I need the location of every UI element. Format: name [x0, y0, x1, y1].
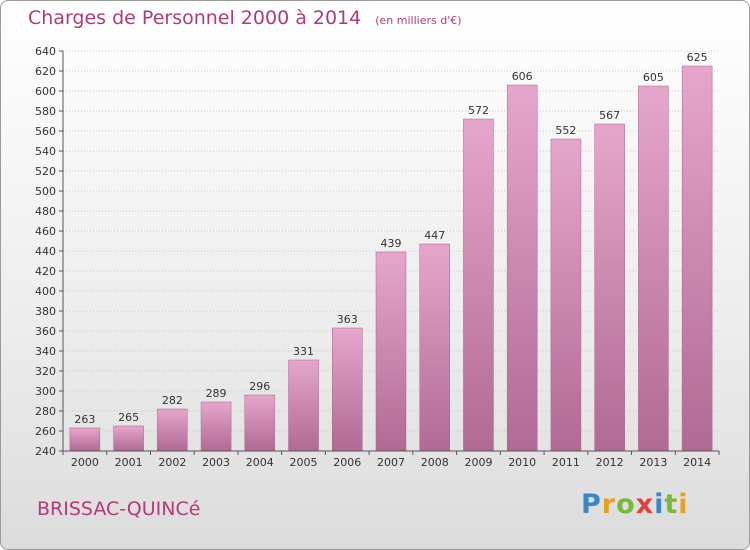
bar-2006	[332, 327, 363, 452]
bar-2003	[200, 401, 232, 452]
y-tick-label: 360	[35, 325, 56, 338]
bar-2009	[463, 118, 494, 452]
data-label-2013: 605	[643, 71, 664, 84]
bar-2002	[157, 408, 188, 452]
data-label-2001: 265	[118, 411, 139, 424]
y-tick-label: 560	[35, 125, 56, 138]
y-tick-label: 540	[35, 145, 56, 158]
bar-2008	[419, 243, 450, 452]
data-label-2005: 331	[293, 345, 314, 358]
y-tick-label: 460	[35, 225, 56, 238]
logo-letter: i	[678, 489, 689, 520]
y-tick-label: 440	[35, 245, 56, 258]
data-label-2008: 447	[424, 229, 445, 242]
logo-letter: P	[581, 489, 602, 520]
logo-letter: i	[654, 489, 665, 520]
y-tick-label: 500	[35, 185, 56, 198]
data-label-2006: 363	[337, 313, 358, 326]
x-tick-label-2000: 2000	[71, 456, 99, 469]
x-tick-label-2008: 2008	[421, 456, 449, 469]
bar-2012	[594, 123, 625, 452]
y-tick-label: 260	[35, 425, 56, 438]
y-tick-label: 240	[35, 445, 56, 458]
data-label-2007: 439	[381, 237, 402, 250]
x-tick-label-2003: 2003	[202, 456, 230, 469]
x-tick-label-2007: 2007	[377, 456, 405, 469]
y-tick-label: 300	[35, 385, 56, 398]
title-row: Charges de Personnel 2000 à 2014 (en mill…	[28, 7, 462, 29]
data-label-2002: 282	[162, 394, 183, 407]
data-label-2012: 567	[599, 109, 620, 122]
y-tick-label: 580	[35, 105, 56, 118]
y-tick-label: 600	[35, 85, 56, 98]
data-label-2003: 289	[206, 387, 227, 400]
y-tick-label: 640	[35, 45, 56, 58]
x-tick-label-2005: 2005	[290, 456, 318, 469]
x-tick-label-2010: 2010	[508, 456, 536, 469]
y-tick-label: 520	[35, 165, 56, 178]
bar-2014	[681, 65, 713, 452]
x-tick-label-2006: 2006	[333, 456, 361, 469]
label-layer: 263 265 282 289 296 331 363 439 447 572 606 552 567 6…	[74, 51, 707, 426]
bar-2010	[506, 84, 538, 452]
y-tick-label: 340	[35, 345, 56, 358]
x-tick-label-2013: 2013	[639, 456, 667, 469]
x-tick-label-2014: 2014	[683, 456, 711, 469]
commune-name: BRISSAC-QUINCé	[37, 498, 201, 520]
bar-2001	[113, 425, 144, 452]
y-tick-label: 480	[35, 205, 56, 218]
x-tick-label-2004: 2004	[246, 456, 274, 469]
y-tick-label: 280	[35, 405, 56, 418]
y-tick-label: 420	[35, 265, 56, 278]
data-label-2010: 606	[512, 70, 533, 83]
logo-letter: x	[635, 489, 655, 520]
x-tick-label-2011: 2011	[552, 456, 580, 469]
chart-subtitle: (en milliers d'€)	[375, 14, 462, 27]
data-label-2004: 296	[249, 380, 270, 393]
data-label-2009: 572	[468, 104, 489, 117]
bar-2004	[244, 394, 276, 452]
x-tick-label-2001: 2001	[115, 456, 143, 469]
data-label-2014: 625	[687, 51, 708, 64]
bar-2005	[288, 359, 319, 452]
data-label-2000: 263	[74, 413, 95, 426]
y-tick-label: 380	[35, 305, 56, 318]
logo-letter: o	[616, 489, 636, 520]
x-tick-label-2009: 2009	[464, 456, 492, 469]
x-tick-label-2012: 2012	[596, 456, 624, 469]
x-tick-label-2002: 2002	[158, 456, 186, 469]
y-tick-label: 620	[35, 65, 56, 78]
bar-2000	[69, 427, 101, 452]
bar-2013	[638, 85, 669, 452]
chart-title: Charges de Personnel 2000 à 2014	[28, 7, 362, 29]
logo-letter: t	[664, 489, 679, 520]
bar-2011	[550, 138, 582, 452]
axis-layer: 240 260 280 300 320 340 360 380 400 420 440 460 480 5…	[35, 45, 720, 469]
logo-letter: r	[601, 489, 617, 520]
bar-layer	[69, 65, 713, 452]
data-label-2011: 552	[555, 124, 576, 137]
bar-2007	[375, 251, 407, 452]
y-tick-label: 400	[35, 285, 56, 298]
y-tick-label: 320	[35, 365, 56, 378]
proxiti-logo[interactable]: Proxiti	[581, 489, 689, 520]
